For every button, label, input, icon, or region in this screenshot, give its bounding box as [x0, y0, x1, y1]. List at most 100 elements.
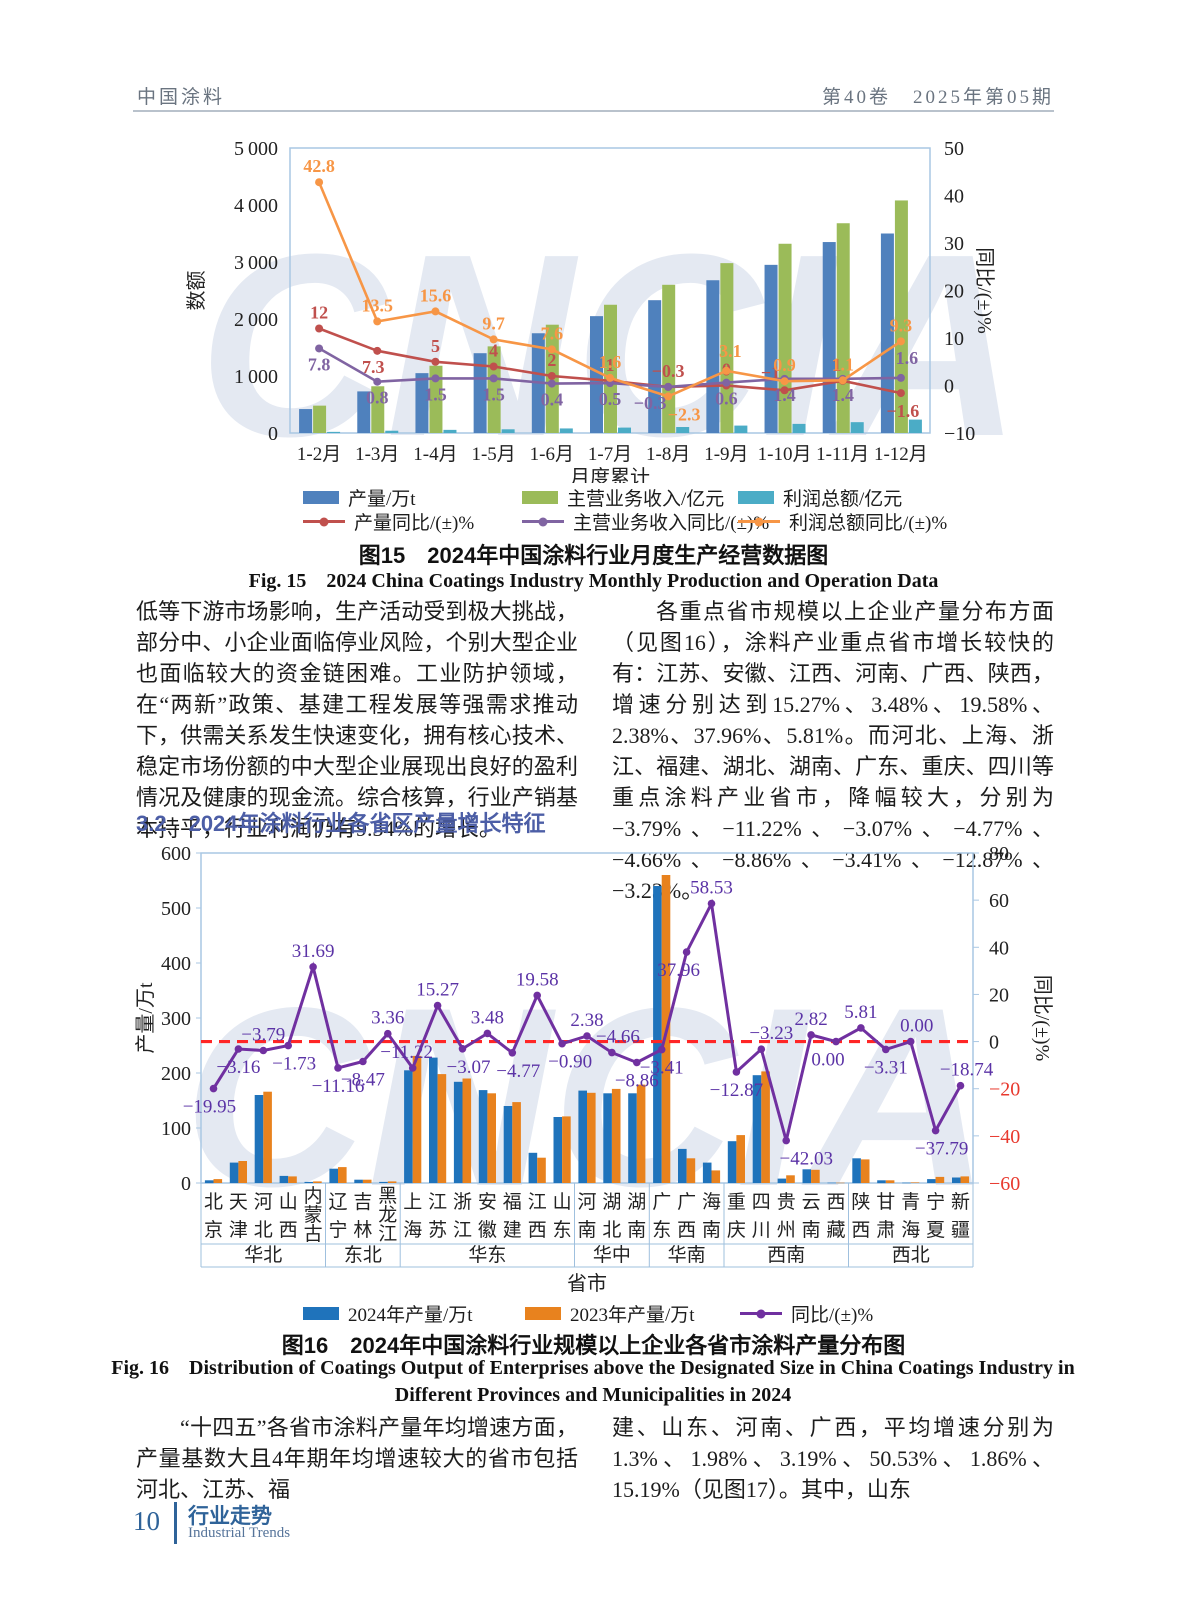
svg-text:1.5: 1.5: [424, 384, 447, 404]
line-swatch: [522, 517, 564, 526]
fig15-legend-lines: 产量同比/(±)% 主营业务收入同比/(±)% 利润总额同比/(±)%: [0, 508, 1187, 534]
fig15-legend-bars: 产量/万t 主营业务收入/亿元 利润总额/亿元: [0, 484, 1187, 510]
left-axis-title: 产量/万t: [134, 982, 157, 1054]
svg-text:9.7: 9.7: [482, 313, 505, 333]
svg-text:0: 0: [944, 376, 954, 398]
journal-name: 中国涂料: [137, 87, 226, 108]
svg-text:20: 20: [944, 281, 964, 303]
svg-text:1.4: 1.4: [773, 385, 796, 405]
line-swatch: [303, 517, 345, 526]
svg-text:40: 40: [989, 937, 1009, 959]
svg-text:7.3: 7.3: [362, 357, 385, 377]
legend-label: 利润总额同比/(±)%: [789, 513, 948, 534]
svg-text:5: 5: [431, 336, 440, 356]
svg-text:−12.87: −12.87: [710, 1080, 763, 1101]
province-label: 青海: [901, 1191, 920, 1241]
page-number: 10: [133, 1506, 160, 1536]
svg-text:15.27: 15.27: [416, 980, 459, 1001]
province-label: 四川: [752, 1192, 771, 1241]
svg-text:1-2月: 1-2月: [297, 444, 341, 465]
province-label: 内蒙古: [304, 1185, 323, 1245]
yoy-line-series: −19.95 −3.16 −3.79 −1.73 31.69 −11.16−8.47 3.3…: [183, 878, 994, 1170]
region-label: 东北: [344, 1244, 382, 1266]
svg-text:−40: −40: [989, 1126, 1020, 1148]
bar-series-0: [204, 886, 961, 1184]
line-swatch: [740, 1309, 782, 1318]
province-label: 新疆: [951, 1191, 970, 1241]
legend-item: 2024年产量/万t: [303, 1300, 473, 1327]
x-axis-title: 省市: [567, 1272, 607, 1295]
svg-text:31.69: 31.69: [292, 941, 335, 962]
line-swatch: [738, 517, 780, 526]
legend-label: 利润总额/亿元: [783, 489, 903, 510]
svg-text:200: 200: [161, 1063, 191, 1085]
province-label: 辽宁: [328, 1191, 347, 1241]
marker-dot: [319, 517, 329, 526]
province-label: 海南: [702, 1191, 721, 1241]
svg-text:3 000: 3 000: [234, 252, 278, 274]
province-label: 天津: [229, 1192, 248, 1241]
svg-text:0.8: 0.8: [366, 388, 389, 408]
province-label: 重庆: [727, 1191, 746, 1241]
bar-swatch: [738, 491, 774, 504]
svg-text:1.1: 1.1: [831, 354, 854, 374]
svg-text:−11.22: −11.22: [380, 1042, 433, 1063]
svg-text:−4.77: −4.77: [496, 1061, 540, 1082]
text-column-right: 各重点省市规模以上企业产量分布方面（见图16），涂料产业重点省市增长较快的有：江…: [612, 596, 1054, 906]
svg-text:13.5: 13.5: [362, 295, 394, 315]
province-label: 江苏: [428, 1191, 447, 1241]
svg-text:500: 500: [161, 898, 191, 920]
svg-text:−3.07: −3.07: [446, 1057, 490, 1078]
svg-text:1-4月: 1-4月: [413, 444, 457, 465]
footer-section-en: Industrial Trends: [188, 1525, 291, 1541]
svg-text:1-10月: 1-10月: [758, 444, 812, 465]
category-axis: 北京天津河北山西内蒙古辽宁吉林黑龙江上海江苏浙江安徽福建江西山东河南湖北湖南广东…: [200, 1183, 974, 1268]
svg-text:5.81: 5.81: [844, 1002, 877, 1023]
svg-text:0: 0: [181, 1173, 191, 1195]
x-axis-title: 月度累计: [570, 466, 650, 483]
legend-item: 同比/(±)%: [740, 1300, 873, 1327]
province-label: 上海: [403, 1191, 422, 1241]
issue-info: 第40卷 2025年第05期: [821, 87, 1054, 108]
svg-text:−0.3: −0.3: [634, 393, 667, 413]
svg-text:3.36: 3.36: [371, 1008, 404, 1029]
svg-text:2: 2: [547, 350, 556, 370]
svg-text:−19.95: −19.95: [183, 1097, 236, 1118]
legend-label: 产量/万t: [348, 489, 416, 510]
legend-item: 主营业务收入/亿元: [522, 484, 724, 511]
svg-text:0.00: 0.00: [900, 1016, 933, 1037]
svg-text:37.96: 37.96: [657, 960, 700, 981]
svg-text:20: 20: [989, 984, 1009, 1006]
footer-divider: [174, 1502, 177, 1544]
fig16-province-chart: CNCIA0100200300400500600−60−40−200204060…: [134, 843, 1054, 1295]
marker-dot: [754, 517, 764, 526]
svg-text:1.4: 1.4: [831, 385, 854, 405]
svg-text:1 000: 1 000: [234, 366, 278, 388]
svg-text:15.6: 15.6: [420, 285, 452, 305]
section-heading-3-2: 3.2 2024年涂料行业各省区产量增长特征: [136, 811, 546, 836]
svg-text:1-3月: 1-3月: [355, 444, 399, 465]
region-label: 华南: [668, 1244, 706, 1266]
svg-text:80: 80: [989, 843, 1009, 865]
province-label: 西藏: [826, 1192, 845, 1241]
svg-text:5 000: 5 000: [234, 138, 278, 160]
svg-text:−8.86: −8.86: [615, 1070, 659, 1091]
line-series-1: 7.8 0.8 1.5 1.5 0.4 0.5 −0.3 0.6 1.4 1.4 1.6: [308, 344, 919, 413]
province-label: 山西: [279, 1191, 298, 1241]
province-label: 甘肃: [876, 1191, 895, 1241]
svg-text:1.6: 1.6: [896, 348, 919, 368]
svg-text:0: 0: [989, 1032, 999, 1054]
legend-label: 同比/(±)%: [791, 1305, 874, 1326]
bar-series-2: [327, 419, 922, 433]
svg-text:−3.41: −3.41: [640, 1058, 684, 1079]
province-label: 安徽: [478, 1191, 497, 1241]
text-column-left: 低等下游市场影响，生产活动受到极大挑战，部分中、小企业面临停业风险，个别大型企业…: [136, 596, 578, 844]
right-axis-title: 同比/(±)%: [973, 247, 996, 334]
province-label: 湖南: [627, 1191, 646, 1241]
svg-text:7.6: 7.6: [541, 323, 564, 343]
svg-text:30: 30: [944, 233, 964, 255]
province-label: 江西: [528, 1191, 547, 1241]
page-header: 中国涂料 第40卷 2025年第05期: [137, 82, 1054, 109]
province-label: 云南: [802, 1192, 821, 1241]
